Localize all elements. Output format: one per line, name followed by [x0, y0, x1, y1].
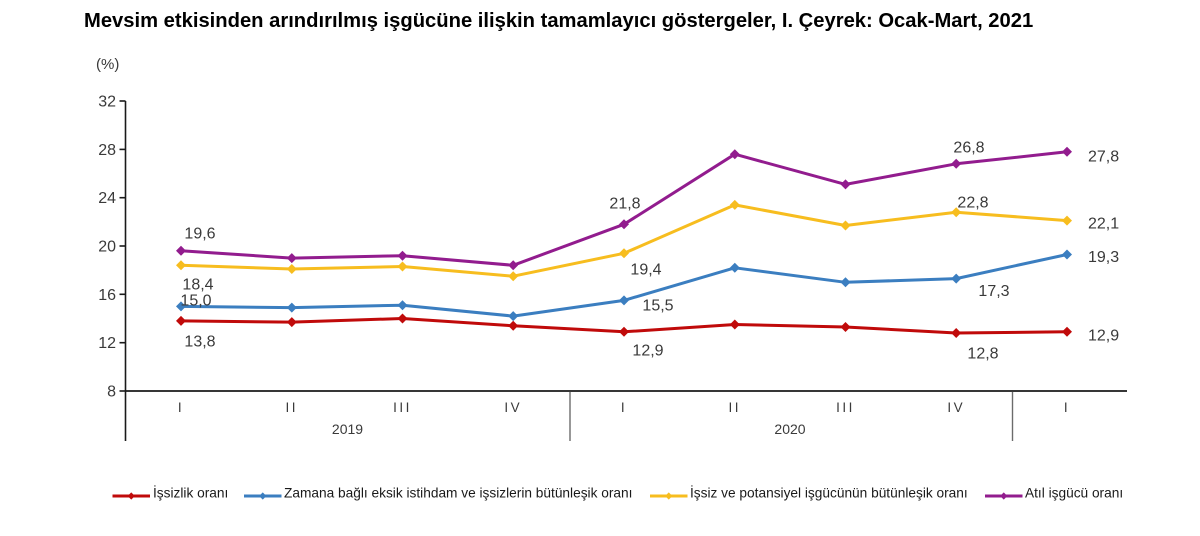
svg-text:12,9: 12,9 [632, 343, 663, 360]
svg-text:(%): (%) [96, 56, 119, 73]
svg-text:2020: 2020 [774, 421, 805, 437]
svg-text:İşsizlik oranı: İşsizlik oranı [153, 486, 228, 501]
svg-text:2019: 2019 [332, 421, 363, 437]
svg-text:12,9: 12,9 [1088, 328, 1119, 345]
svg-text:26,8: 26,8 [953, 140, 984, 157]
svg-text:IV: IV [504, 400, 522, 415]
svg-text:Mevsim etkisinden arındırılmış: Mevsim etkisinden arındırılmış işgücüne … [84, 10, 1033, 32]
svg-text:15,0: 15,0 [180, 293, 211, 310]
svg-text:II: II [286, 400, 299, 415]
svg-text:17,3: 17,3 [978, 283, 1009, 300]
svg-text:21,8: 21,8 [609, 196, 640, 213]
svg-text:22,8: 22,8 [957, 195, 988, 212]
svg-text:I: I [621, 400, 627, 415]
svg-text:İşsiz ve potansiyel işgücünün: İşsiz ve potansiyel işgücünün bütünleşik… [690, 486, 968, 501]
svg-text:18,4: 18,4 [182, 277, 213, 294]
svg-text:19,4: 19,4 [630, 262, 661, 279]
svg-text:24: 24 [98, 190, 116, 207]
svg-text:12,8: 12,8 [967, 346, 998, 363]
svg-text:27,8: 27,8 [1088, 149, 1119, 166]
svg-text:Zamana bağlı eksik istihdam ve: Zamana bağlı eksik istihdam ve işsizleri… [284, 486, 632, 501]
svg-text:III: III [836, 400, 855, 415]
svg-text:16: 16 [98, 287, 116, 304]
svg-text:12: 12 [98, 335, 116, 352]
svg-text:II: II [729, 400, 742, 415]
svg-text:15,5: 15,5 [642, 298, 673, 315]
svg-text:19,6: 19,6 [184, 226, 215, 243]
svg-text:III: III [393, 400, 412, 415]
svg-text:8: 8 [107, 384, 116, 401]
svg-text:I: I [178, 400, 184, 415]
svg-text:32: 32 [98, 94, 116, 111]
svg-text:IV: IV [947, 400, 965, 415]
svg-text:19,3: 19,3 [1088, 249, 1119, 266]
svg-text:Atıl işgücü oranı: Atıl işgücü oranı [1025, 486, 1123, 501]
svg-text:13,8: 13,8 [184, 334, 215, 351]
svg-text:20: 20 [98, 239, 116, 256]
svg-text:28: 28 [98, 142, 116, 159]
svg-text:22,1: 22,1 [1088, 216, 1119, 233]
svg-text:I: I [1064, 400, 1070, 415]
